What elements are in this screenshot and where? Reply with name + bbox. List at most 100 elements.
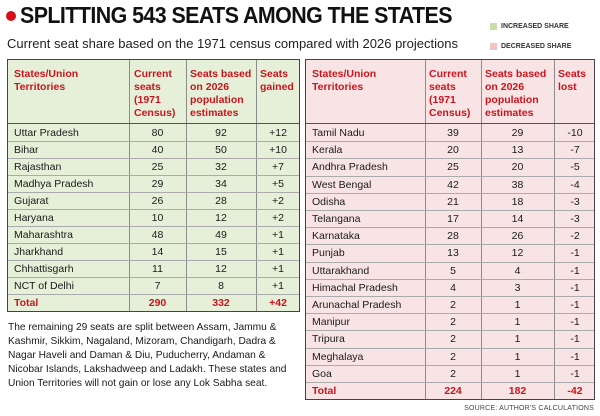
- table-row: Madhya Pradesh 29 34 +5: [8, 176, 299, 193]
- current-seats-cell: 2: [450, 367, 456, 380]
- state-name-cell: Tripura: [312, 333, 345, 346]
- state-name-cell: Total: [14, 297, 39, 309]
- projected-seats-cell: 8: [218, 280, 224, 292]
- table-row: Kerala 20 13 -7: [306, 142, 594, 160]
- projected-seats-cell: 92: [215, 127, 227, 139]
- state-name-cell: Bihar: [14, 144, 39, 156]
- table-row: Maharashtra 48 49 +1: [8, 227, 299, 244]
- state-name-cell: Manipur: [312, 316, 350, 329]
- projected-seats-cell: 4: [514, 264, 521, 277]
- table-row: Arunachal Pradesh 2 1 -1: [306, 297, 594, 315]
- seat-change-cell: -1: [570, 264, 580, 277]
- state-name-cell: NCT of Delhi: [14, 280, 74, 292]
- header-projected-seats: Seats based on 2026 population estimates: [190, 68, 252, 119]
- current-seats-cell: 40: [151, 144, 164, 156]
- current-seats-cell: 14: [151, 246, 164, 258]
- state-name-cell: Uttarakhand: [312, 264, 370, 277]
- table-row: Goa 2 1 -1: [306, 366, 594, 383]
- current-seats-cell: 290: [148, 297, 167, 309]
- header-states: States/Union Territories: [14, 68, 79, 93]
- state-name-cell: Total: [312, 385, 337, 397]
- seat-change-cell: -2: [570, 230, 580, 243]
- seat-change-cell: -3: [570, 195, 580, 208]
- projected-seats-cell: 28: [215, 195, 227, 207]
- lost-seats-table: States/Union Territories Current seats (…: [305, 59, 595, 400]
- seat-change-cell: -4: [570, 178, 580, 191]
- table-row: Rajasthan 25 32 +7: [8, 159, 299, 176]
- current-seats-cell: 2: [450, 316, 456, 329]
- increased-swatch-icon: [490, 23, 497, 30]
- current-seats-cell: 29: [151, 178, 164, 190]
- projected-seats-cell: 1: [514, 350, 521, 363]
- projected-seats-cell: 12: [215, 212, 227, 224]
- state-name-cell: Rajasthan: [14, 161, 62, 173]
- state-name-cell: Kerala: [312, 144, 343, 157]
- projected-seats-cell: 12: [215, 263, 227, 275]
- current-seats-cell: 10: [151, 212, 164, 224]
- table-row: Chhattisgarh 11 12 +1: [8, 261, 299, 278]
- column-divider: [129, 60, 130, 311]
- state-name-cell: Odisha: [312, 195, 346, 208]
- table-header: States/Union Territories Current seats (…: [8, 60, 299, 124]
- current-seats-cell: 39: [447, 127, 459, 139]
- projected-seats-cell: 50: [215, 144, 227, 156]
- current-seats-cell: 2: [450, 350, 456, 363]
- projected-seats-cell: 332: [212, 297, 230, 309]
- table-row: Uttarakhand 5 4 -1: [306, 263, 594, 280]
- table-row: West Bengal 42 38 -4: [306, 177, 594, 194]
- state-name-cell: Punjab: [312, 247, 345, 260]
- projected-seats-cell: 13: [511, 144, 524, 157]
- seat-change-cell: +10: [269, 144, 287, 156]
- current-seats-cell: 2: [450, 333, 456, 346]
- projected-seats-cell: 18: [511, 195, 524, 208]
- current-seats-cell: 11: [152, 263, 163, 275]
- header-projected-seats: Seats based on 2026 population estimates: [485, 68, 547, 119]
- current-seats-cell: 25: [447, 161, 459, 174]
- table-row: Uttar Pradesh 80 92 +12: [8, 125, 299, 142]
- projected-seats-cell: 34: [215, 178, 227, 190]
- current-seats-cell: 48: [151, 229, 164, 241]
- projected-seats-cell: 12: [511, 247, 524, 260]
- current-seats-cell: 25: [151, 161, 164, 173]
- seat-change-cell: +1: [272, 263, 284, 275]
- current-seats-cell: 28: [447, 230, 459, 243]
- seat-change-cell: -1: [570, 299, 580, 311]
- seat-change-cell: -1: [570, 350, 580, 363]
- gained-seats-table: States/Union Territories Current seats (…: [7, 59, 300, 312]
- seat-change-cell: +1: [272, 229, 284, 241]
- current-seats-cell: 17: [447, 213, 459, 225]
- table-row: Punjab 13 12 -1: [306, 245, 594, 263]
- projected-seats-cell: 1: [514, 316, 521, 329]
- table-row: Meghalaya 2 1 -1: [306, 349, 594, 366]
- state-name-cell: Karnataka: [312, 230, 360, 243]
- table-row: Gujarat 26 28 +2: [8, 193, 299, 210]
- header-seats-lost: Seats lost: [558, 68, 587, 93]
- table-row: Andhra Pradesh 25 20 -5: [306, 159, 594, 177]
- seat-change-cell: +1: [272, 246, 284, 258]
- projected-seats-cell: 15: [215, 246, 227, 258]
- current-seats-cell: 42: [447, 178, 459, 191]
- state-name-cell: Chhattisgarh: [14, 263, 74, 275]
- seat-change-cell: +42: [269, 297, 287, 309]
- seat-change-cell: -1: [570, 281, 580, 294]
- projected-seats-cell: 20: [511, 161, 524, 174]
- table-row: Telangana 17 14 -3: [306, 211, 594, 229]
- footnote: The remaining 29 seats are split between…: [8, 322, 287, 389]
- current-seats-cell: 5: [450, 264, 456, 277]
- projected-seats-cell: 29: [511, 127, 524, 139]
- legend-increased: INCREASED SHARE: [490, 23, 569, 30]
- table-header: States/Union Territories Current seats (…: [306, 60, 594, 124]
- state-name-cell: Maharashtra: [14, 229, 73, 241]
- state-name-cell: Jharkhand: [14, 246, 64, 258]
- table-row: Odisha 21 18 -3: [306, 194, 594, 211]
- state-name-cell: West Bengal: [312, 178, 372, 191]
- table-row: Himachal Pradesh 4 3 -1: [306, 280, 594, 297]
- seat-change-cell: +1: [272, 280, 284, 292]
- legend-decreased-label: DECREASED SHARE: [501, 43, 572, 50]
- column-divider: [186, 60, 187, 311]
- state-name-cell: Arunachal Pradesh: [312, 299, 402, 311]
- state-name-cell: Tamil Nadu: [312, 127, 365, 139]
- state-name-cell: Haryana: [14, 212, 54, 224]
- column-divider: [481, 60, 482, 399]
- seat-change-cell: -1: [570, 247, 580, 260]
